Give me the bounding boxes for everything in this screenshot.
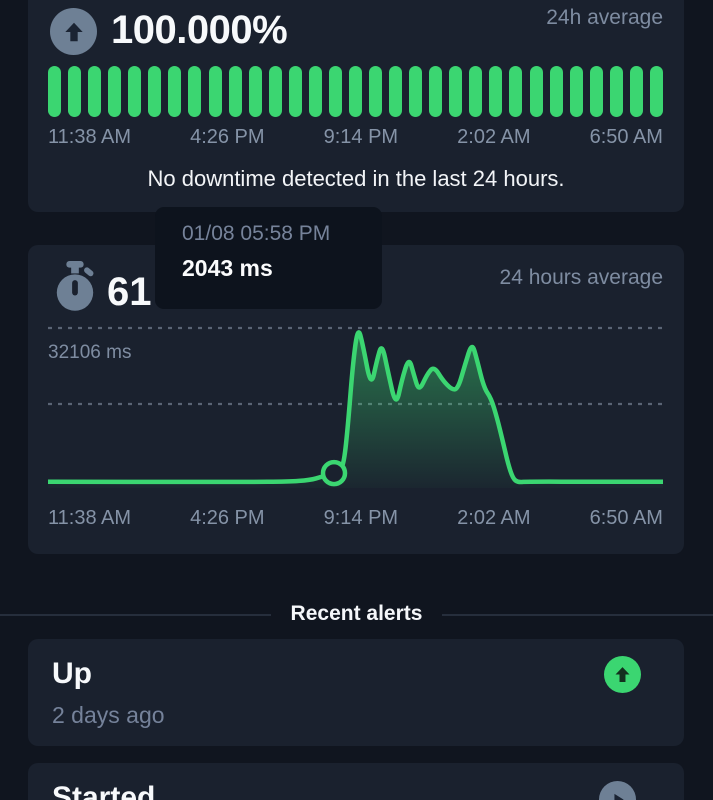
response-period-label: 24 hours average xyxy=(499,266,663,289)
alert-timestamp: 2 days ago xyxy=(52,702,165,728)
up-arrow-icon xyxy=(604,656,641,693)
heartbeat-bar[interactable] xyxy=(248,66,262,117)
alert-item-up: Up 2 days ago xyxy=(28,639,684,746)
heartbeat-bar[interactable] xyxy=(609,66,623,117)
tooltip-value: 2043 ms xyxy=(182,255,273,281)
uptime-card: 100.000% 24h average 11:38 AM 4:26 PM 9:14… xyxy=(28,0,684,212)
uptime-heartbeat-bars[interactable] xyxy=(48,66,663,117)
heartbeat-bar[interactable] xyxy=(469,66,483,117)
heartbeat-bar[interactable] xyxy=(649,66,663,117)
time-axis-label: 2:02 AM xyxy=(457,126,531,148)
heartbeat-bar[interactable] xyxy=(228,66,242,117)
tooltip-datetime: 01/08 05:58 PM xyxy=(182,222,331,245)
heartbeat-bar[interactable] xyxy=(268,66,282,117)
heartbeat-bar[interactable] xyxy=(569,66,583,117)
chart-area-fill xyxy=(48,332,663,488)
chart-tooltip: 01/08 05:58 PM 2043 ms xyxy=(155,207,382,309)
response-time-chart[interactable] xyxy=(45,318,666,493)
uptime-period-label: 24h average xyxy=(546,6,663,29)
heartbeat-bar[interactable] xyxy=(48,66,61,117)
heartbeat-bar[interactable] xyxy=(348,66,362,117)
selected-point-marker xyxy=(320,459,348,487)
heartbeat-bar[interactable] xyxy=(589,66,603,117)
heartbeat-bar[interactable] xyxy=(188,66,202,117)
heartbeat-bar[interactable] xyxy=(489,66,503,117)
uptime-status-message: No downtime detected in the last 24 hour… xyxy=(147,166,565,191)
heartbeat-bar[interactable] xyxy=(549,66,563,117)
heartbeat-bar[interactable] xyxy=(168,66,182,117)
time-axis-label: 4:26 PM xyxy=(190,507,265,529)
heartbeat-bar[interactable] xyxy=(529,66,543,117)
time-axis-label: 9:14 PM xyxy=(323,126,399,148)
time-axis-label: 9:14 PM xyxy=(323,507,399,529)
alert-title: Started xyxy=(52,781,156,800)
heartbeat-bar[interactable] xyxy=(429,66,443,117)
heartbeat-bar[interactable] xyxy=(389,66,403,117)
heartbeat-bar[interactable] xyxy=(288,66,302,117)
heartbeat-bar[interactable] xyxy=(88,66,102,117)
alert-title: Up xyxy=(52,657,92,690)
time-axis-label: 4:26 PM xyxy=(190,126,265,148)
time-axis-label: 2:02 AM xyxy=(457,507,531,529)
heartbeat-bar[interactable] xyxy=(128,66,142,117)
heartbeat-bar[interactable] xyxy=(629,66,643,117)
play-circle-icon xyxy=(599,781,636,800)
response-average-value: 61 xyxy=(107,270,152,314)
recent-alerts-title: Recent alerts xyxy=(270,600,443,628)
up-arrow-icon xyxy=(50,8,97,55)
heartbeat-bar[interactable] xyxy=(369,66,382,117)
heartbeat-bar[interactable] xyxy=(108,66,122,117)
recent-alerts-heading: Recent alerts xyxy=(0,600,713,628)
time-axis-label: 6:50 AM xyxy=(589,126,663,148)
heartbeat-bar[interactable] xyxy=(308,66,322,117)
time-axis-label: 11:38 AM xyxy=(48,126,132,148)
time-axis-label: 11:38 AM xyxy=(48,507,132,529)
uptime-percentage: 100.000% xyxy=(111,8,288,52)
heartbeat-bar[interactable] xyxy=(68,66,82,117)
heartbeat-bar[interactable] xyxy=(328,66,342,117)
y-axis-max-label: 32106 ms xyxy=(48,342,132,363)
heartbeat-bar[interactable] xyxy=(208,66,222,117)
heartbeat-bar[interactable] xyxy=(509,66,523,117)
time-axis-label: 6:50 AM xyxy=(589,507,663,529)
heartbeat-bar[interactable] xyxy=(449,66,463,117)
stopwatch-icon xyxy=(52,260,98,316)
uptime-time-axis: 11:38 AM 4:26 PM 9:14 PM 2:02 AM 6:50 AM xyxy=(48,126,663,149)
response-time-axis: 11:38 AM 4:26 PM 9:14 PM 2:02 AM 6:50 AM xyxy=(48,507,663,530)
heartbeat-bar[interactable] xyxy=(148,66,162,117)
alert-item-started: Started xyxy=(28,763,684,800)
heartbeat-bar[interactable] xyxy=(409,66,423,117)
